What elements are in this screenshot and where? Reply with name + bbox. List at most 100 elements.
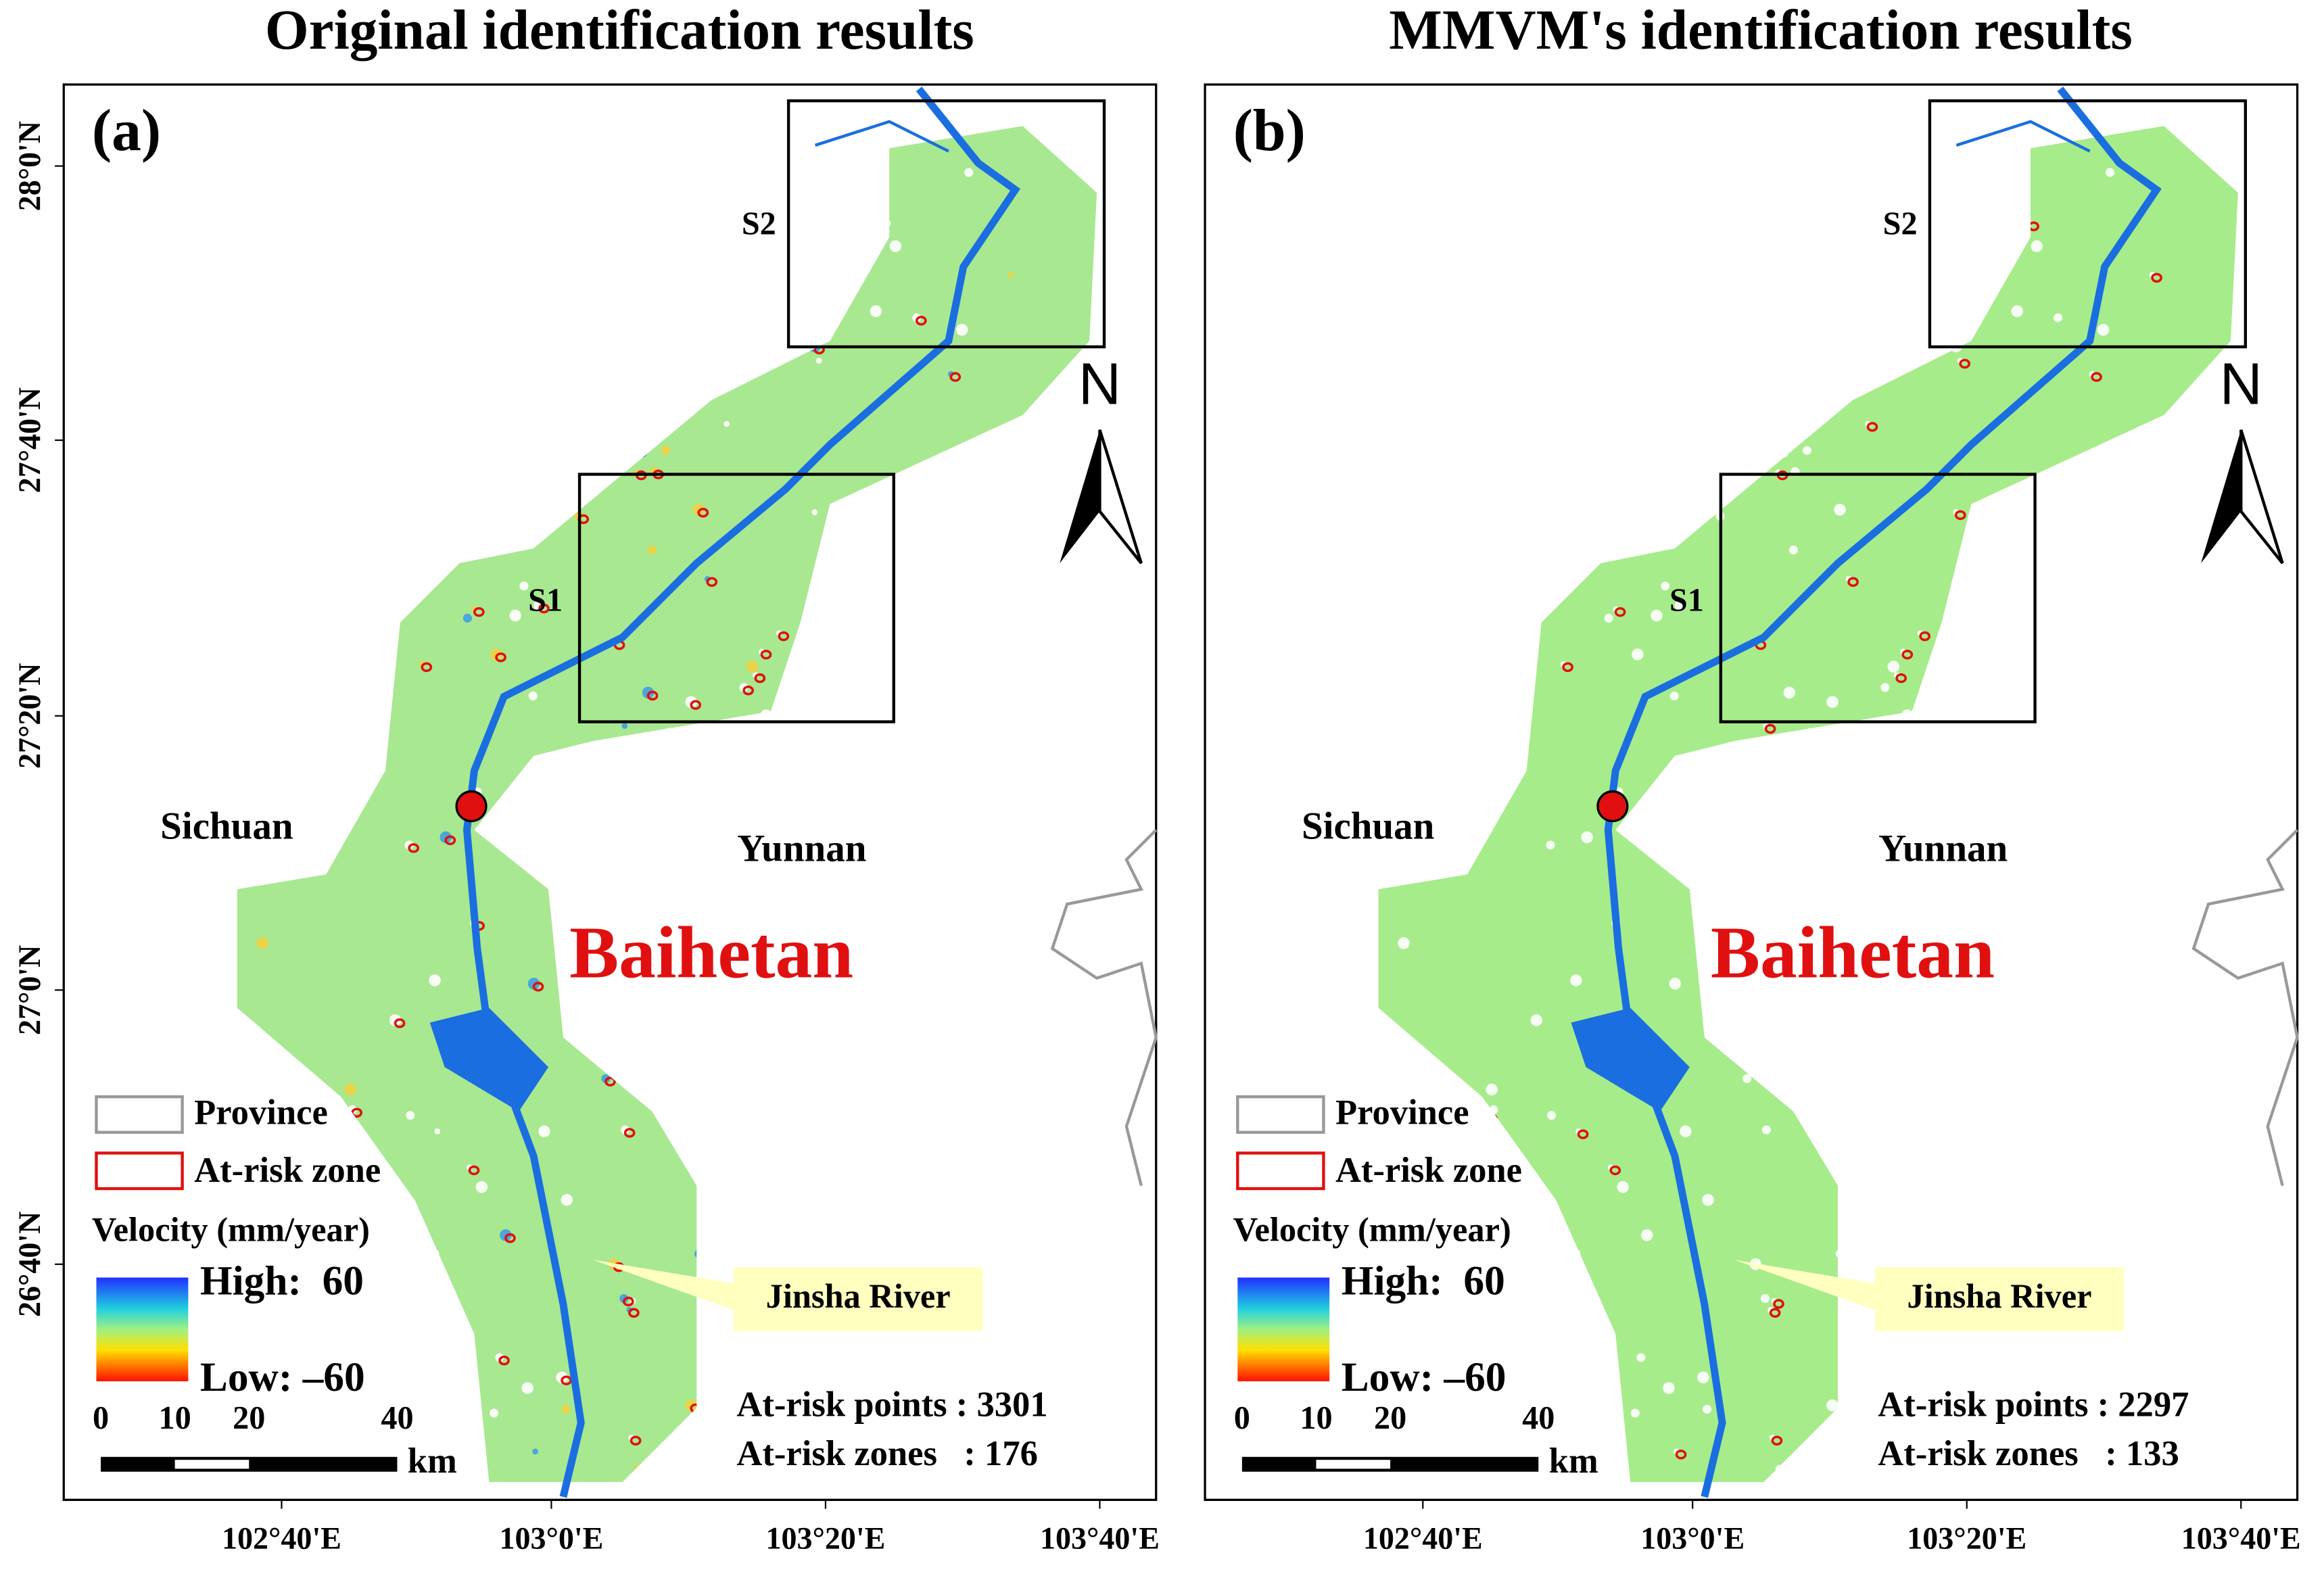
province-name: Sichuan xyxy=(1302,805,1434,848)
texture-dot xyxy=(661,446,671,455)
legend-velocity: Velocity (mm/year) xyxy=(92,1210,370,1248)
texture-dot xyxy=(964,168,974,177)
province-name: Sichuan xyxy=(160,805,293,848)
risk-zone xyxy=(760,649,772,660)
texture-dot xyxy=(1697,1371,1709,1384)
callout-box xyxy=(1874,1267,2125,1331)
risk-zone xyxy=(690,700,702,710)
river-name: Jinsha River xyxy=(1907,1277,2091,1315)
texture-dot xyxy=(1834,504,1846,516)
texture-dot xyxy=(2011,305,2023,318)
river xyxy=(463,87,1021,1498)
texture-dot xyxy=(621,723,628,730)
legend-low: Low: –60 xyxy=(200,1354,365,1400)
texture-dot xyxy=(256,937,268,949)
texture-dot xyxy=(815,358,822,364)
province-name: Yunnan xyxy=(737,828,866,870)
legend-province: Province xyxy=(1335,1093,1469,1132)
site-name: Baihetan xyxy=(569,911,853,994)
texture-dot xyxy=(811,509,818,515)
risk-zone xyxy=(778,631,790,642)
risk-zone xyxy=(916,316,927,326)
risk-zone xyxy=(498,1356,510,1366)
box-label: S1 xyxy=(528,582,563,618)
y-tick-label: 27°40'N xyxy=(12,387,47,493)
texture-dot xyxy=(2105,168,2115,177)
x-tick-label: 103°40'E xyxy=(1040,1521,1160,1555)
texture-dot xyxy=(1604,613,1613,623)
river xyxy=(1604,87,2162,1498)
legend-velocity: Velocity (mm/year) xyxy=(1233,1210,1511,1248)
callout-pointer xyxy=(1734,1260,1875,1310)
texture-dot xyxy=(1581,831,1593,844)
panel-label: (b) xyxy=(1233,97,1306,163)
risk-zone xyxy=(473,606,485,617)
texture-dot xyxy=(1674,599,1687,612)
y-tick-label: 27°20'N xyxy=(12,663,47,769)
risk-zone xyxy=(630,1435,642,1446)
province-border xyxy=(2191,829,2299,1187)
texture-dot xyxy=(528,691,538,700)
texture-dot xyxy=(1398,937,1410,949)
north-arrow-left xyxy=(1060,429,1100,564)
texture-dot xyxy=(1530,1014,1543,1026)
texture-dot xyxy=(1632,648,1644,661)
x-tick-label: 103°20'E xyxy=(765,1521,885,1555)
x-tick-label: 103°20'E xyxy=(1907,1521,2026,1555)
texture-dot xyxy=(434,1128,441,1135)
legend-low: Low: –60 xyxy=(1342,1354,1507,1400)
buffer-zone xyxy=(1378,126,2238,1483)
texture-dot xyxy=(463,613,472,623)
stat-points: At-risk points : 2297 xyxy=(1878,1385,2189,1425)
risk-zone xyxy=(628,1308,640,1318)
x-tick-label: 103°40'E xyxy=(2181,1521,2301,1555)
stat-zones: At-risk zones : 133 xyxy=(1878,1434,2179,1473)
legend-zone: At-risk zone xyxy=(194,1151,381,1190)
panel: MMVM's identification results S1 S2 (b) Sich… xyxy=(1204,0,2301,1555)
legend-zone-swatch xyxy=(95,1151,184,1191)
texture-dot xyxy=(1640,1229,1653,1241)
texture-dot xyxy=(1617,1180,1629,1193)
risk-zone xyxy=(444,835,456,846)
box-label: S2 xyxy=(1883,206,1918,242)
risk-zone xyxy=(1919,631,1930,642)
province-name: Yunnan xyxy=(1878,828,2008,870)
texture-dot xyxy=(406,1111,415,1120)
risk-zone xyxy=(1895,673,1907,684)
river-branch xyxy=(1955,120,2091,153)
risk-zone xyxy=(408,843,420,853)
risk-zone xyxy=(742,685,754,696)
callout-box xyxy=(734,1267,983,1331)
scale-unit: km xyxy=(1549,1441,1598,1481)
box-label: S1 xyxy=(1669,582,1704,618)
risk-zone xyxy=(1866,422,1878,432)
scale-bar-white xyxy=(174,1460,250,1469)
north-arrow-right xyxy=(1098,429,1143,565)
risk-zone xyxy=(1771,1435,1783,1446)
texture-dot xyxy=(1663,1382,1675,1394)
risk-zone xyxy=(538,603,550,614)
risk-zone xyxy=(1773,1299,1784,1309)
texture-dot xyxy=(1547,1111,1557,1120)
x-tick-label: 103°0'E xyxy=(1640,1521,1745,1555)
x-tick-label: 102°40'E xyxy=(1363,1521,1483,1555)
legend-gradient xyxy=(96,1277,189,1381)
texture-dot xyxy=(489,1408,499,1418)
legend-high: High: 60 xyxy=(1342,1258,1505,1304)
risk-zone xyxy=(1562,662,1573,672)
x-tick-label: 103°0'E xyxy=(499,1521,603,1555)
texture-dot xyxy=(2097,324,2110,336)
risk-zone xyxy=(351,1107,363,1118)
risk-zone xyxy=(604,1076,616,1087)
risk-zone xyxy=(1609,1165,1621,1176)
texture-dot xyxy=(561,1404,571,1414)
risk-zone xyxy=(1614,606,1626,617)
texture-dot xyxy=(1887,661,1900,673)
reservoir xyxy=(429,1007,549,1112)
legend-zone-swatch xyxy=(1236,1151,1325,1191)
risk-zone xyxy=(706,577,718,587)
y-tick-label: 27°0'N xyxy=(12,945,47,1035)
risk-zone xyxy=(1577,1129,1589,1139)
texture-dot xyxy=(1630,1408,1640,1418)
